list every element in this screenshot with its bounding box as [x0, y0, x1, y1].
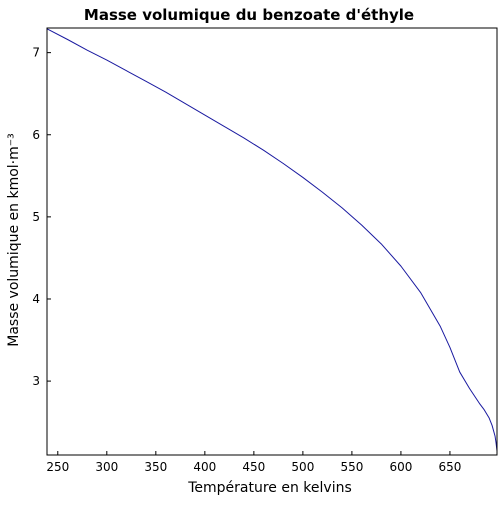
y-tick-label: 5 — [32, 210, 40, 224]
y-tick-label: 6 — [32, 128, 40, 142]
x-tick-label: 350 — [144, 460, 167, 474]
series-line — [46, 28, 498, 451]
plot-frame — [46, 27, 498, 456]
y-tick-label: 3 — [32, 374, 40, 388]
y-tick-label: 7 — [32, 46, 40, 60]
x-tick-label: 300 — [95, 460, 118, 474]
x-tick-label: 500 — [291, 460, 314, 474]
y-tick-label: 4 — [32, 292, 40, 306]
x-axis-label: Température en kelvins — [187, 480, 352, 496]
x-tick-label: 250 — [46, 460, 69, 474]
x-tick-label: 400 — [193, 460, 216, 474]
x-tick-label: 450 — [242, 460, 265, 474]
x-tick-label: 600 — [389, 460, 412, 474]
x-tick-label: 650 — [438, 460, 461, 474]
series-layer — [46, 28, 498, 451]
x-tick-label: 550 — [340, 460, 363, 474]
chart-title: Masse volumique du benzoate d'éthyle — [84, 6, 414, 24]
y-axis-label: Masse volumique en kmol·m⁻³ — [6, 133, 22, 347]
ticks-layer: 250 300 350 400 450 500 550 600 650 3 4 5 6 7 — [32, 46, 461, 474]
